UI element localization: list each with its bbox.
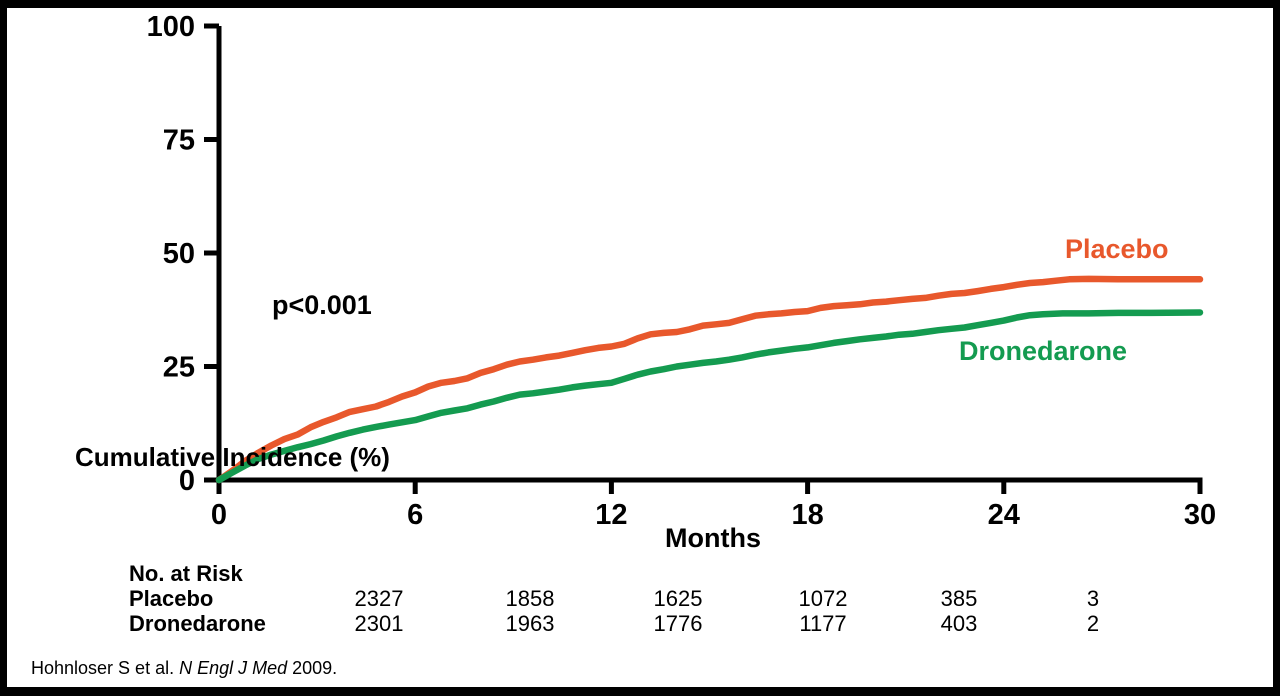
survival-chart: 0 25 50 75 100 0 6 12 18 24 30: [147, 11, 1217, 531]
risk-row-dronedarone: Dronedarone 2301 1963 1776 1177 403 2: [7, 611, 1273, 636]
y-tick-label: 100: [147, 11, 195, 43]
risk-table-header: No. at Risk: [129, 561, 243, 586]
x-tick-label: 0: [211, 499, 227, 531]
risk-row-placebo: Placebo 2327 1858 1625 1072 385 3: [7, 586, 1273, 611]
risk-value: 385: [940, 586, 978, 611]
y-tick-label: 0: [179, 465, 195, 497]
risk-value: 1177: [799, 611, 847, 636]
x-tick-label: 6: [407, 499, 423, 531]
y-tick-label: 50: [163, 238, 195, 270]
curve-dronedarone: [215, 309, 1204, 484]
x-tick-label: 18: [791, 499, 823, 531]
y-axis-title: Cumulative Incidence (%): [75, 442, 390, 472]
citation-suffix: 2009.: [287, 658, 338, 678]
risk-value: 2301: [354, 611, 404, 636]
risk-value: 1072: [798, 586, 848, 611]
risk-value: 1963: [505, 611, 555, 636]
placebo-curve-label: Placebo: [1065, 234, 1169, 264]
risk-row-label: Placebo: [129, 586, 214, 611]
risk-value: 1625: [653, 586, 703, 611]
y-tick-label: 75: [163, 125, 195, 157]
dronedarone-curve-label: Dronedarone: [959, 336, 1128, 366]
citation-journal: N Engl J Med: [179, 658, 288, 678]
citation-prefix: Hohnloser S et al.: [31, 658, 180, 678]
risk-value: 1858: [505, 586, 555, 611]
risk-row-label: Dronedarone: [129, 611, 266, 636]
p-value-annotation: p<0.001: [272, 290, 372, 320]
risk-value: 2327: [354, 586, 404, 611]
citation: Hohnloser S et al. N Engl J Med 2009.: [31, 658, 337, 679]
x-tick-label: 30: [1184, 499, 1216, 531]
x-tick-label: 24: [988, 499, 1020, 531]
x-tick-label: 12: [595, 499, 627, 531]
risk-value: 3: [1086, 586, 1100, 611]
risk-value: 2: [1086, 611, 1100, 636]
risk-value: 403: [940, 611, 978, 636]
curve-placebo: [215, 275, 1204, 484]
y-tick-label: 25: [163, 352, 195, 384]
x-axis-title: Months: [665, 523, 761, 553]
risk-value: 1776: [653, 611, 703, 636]
